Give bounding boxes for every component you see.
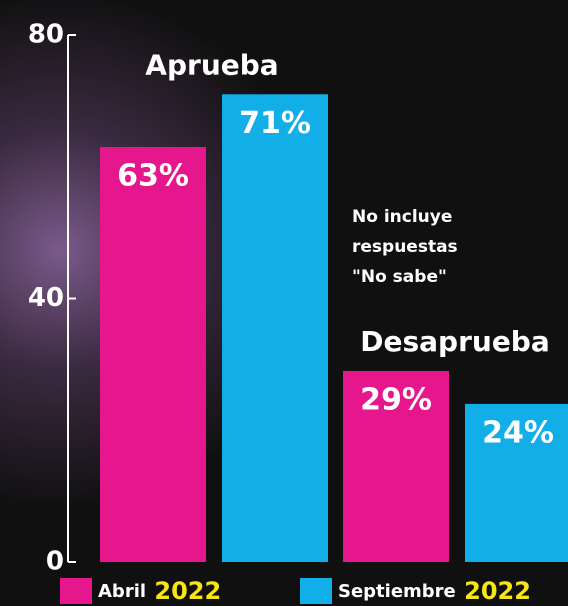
y-tick-label: 80 xyxy=(28,20,64,50)
annotation: No incluye respuestas "No sabe" xyxy=(352,202,492,292)
chart-container: 0 40 80 63% 71% Aprueba 29% 24% Desaprueba Abril … xyxy=(0,0,568,606)
value-label: 29% xyxy=(360,382,432,417)
bar xyxy=(100,147,206,562)
legend-word: Abril xyxy=(98,581,146,602)
legend-word: Septiembre xyxy=(338,581,456,602)
legend-label: Abril 2022 xyxy=(98,577,221,605)
chart: 0 40 80 63% 71% Aprueba 29% 24% Desaprueba Abril … xyxy=(0,0,568,606)
bar xyxy=(222,94,328,562)
legend-word: 2022 xyxy=(146,577,221,605)
legend-label: Septiembre 2022 xyxy=(338,577,531,605)
value-label: 24% xyxy=(482,415,554,450)
value-label: 63% xyxy=(117,158,189,193)
y-tick-label: 0 xyxy=(46,547,64,577)
legend-word: 2022 xyxy=(456,577,531,605)
legend-swatch xyxy=(300,578,332,604)
value-label: 71% xyxy=(239,106,311,141)
category-label: Aprueba xyxy=(145,48,278,81)
legend-swatch xyxy=(60,578,92,604)
y-tick-label: 40 xyxy=(28,283,64,313)
category-label: Desaprueba xyxy=(360,325,550,358)
